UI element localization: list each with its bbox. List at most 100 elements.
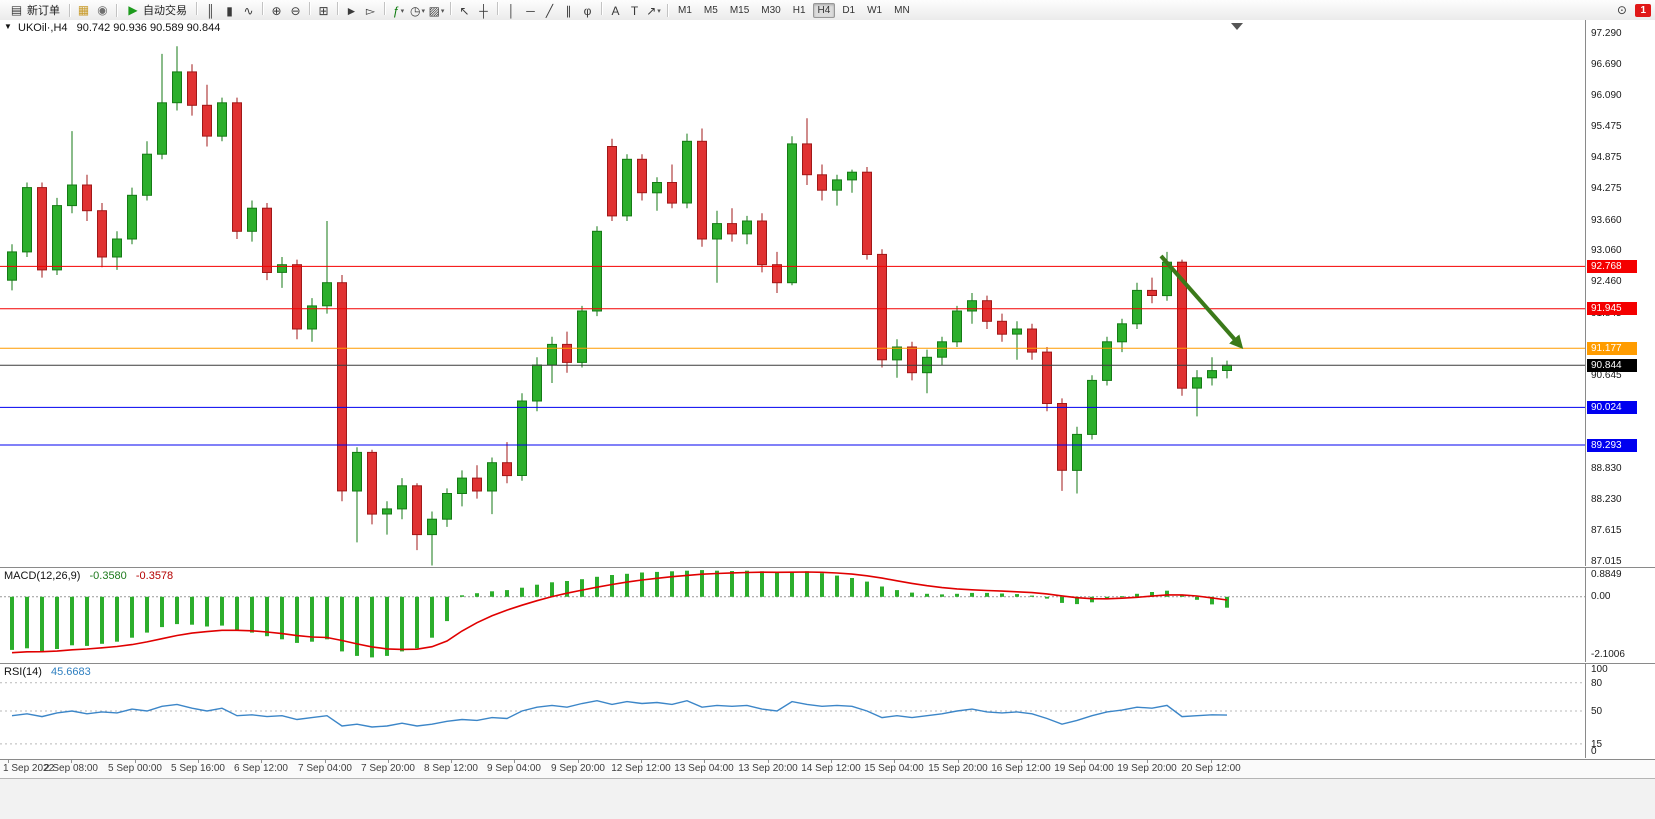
auto-trading-icon: ▶ (128, 3, 138, 17)
macd-value-main: -0.3580 (89, 570, 127, 582)
toolbar-separator (69, 3, 70, 17)
price-line-tag[interactable]: 90.024 (1587, 401, 1637, 414)
time-tick (388, 760, 389, 763)
price-axis-label: 96.090 (1591, 90, 1622, 101)
arrows-icon[interactable]: ↗ ▾ (646, 3, 661, 18)
macd-axis-label: 0.00 (1591, 591, 1611, 602)
timeframe-m1[interactable]: M1 (678, 4, 692, 16)
macd-plot[interactable]: MACD(12,26,9) -0.3580 -0.3578 (0, 568, 1586, 662)
time-axis-label: 8 Sep 12:00 (424, 763, 478, 774)
price-line-tag[interactable]: 91.177 (1587, 342, 1637, 355)
indicators-icon[interactable]: ƒ ▾ (392, 3, 405, 18)
macd-axis-label: -2.1006 (1591, 649, 1625, 660)
price-line-tag[interactable]: 89.293 (1587, 439, 1637, 452)
rsi-label: RSI(14) 45.6683 (4, 666, 91, 678)
timeframe-w1[interactable]: W1 (867, 4, 883, 16)
time-axis-label: 6 Sep 12:00 (234, 763, 288, 774)
vertical-line-icon[interactable]: │ (507, 3, 516, 18)
time-axis-label: 12 Sep 12:00 (611, 763, 671, 774)
time-axis-label: 19 Sep 04:00 (1054, 763, 1114, 774)
toolbar-group-main: ║ ▮ ∿ ⊕ ⊖ ⊞ ► ▻ ƒ ▾ ◷ ▾ ▨ ▾ ↖ ┼ │ ─ ╱ ∥ φ A T ↗ ▾ (192, 1, 663, 19)
price-axis[interactable]: 97.290 96.690 96.090 95.475 94.875 94.275 93.6… (1586, 20, 1655, 567)
price-line-tag[interactable]: 90.844 (1587, 359, 1637, 372)
rsi-axis[interactable]: 100 80 50 15 0 (1586, 664, 1655, 759)
time-axis-label: 7 Sep 04:00 (298, 763, 352, 774)
timeframe-m30[interactable]: M30 (761, 4, 781, 16)
price-line-tag[interactable]: 91.945 (1587, 302, 1637, 315)
main-chart-canvas[interactable] (0, 20, 1585, 566)
time-axis-label: 9 Sep 20:00 (551, 763, 605, 774)
price-axis-label: 87.015 (1591, 556, 1622, 567)
time-axis-label: 15 Sep 20:00 (928, 763, 988, 774)
rsi-axis-label: 15 (1591, 739, 1603, 750)
zoom-in-icon[interactable]: ⊕ (271, 3, 282, 18)
main-price-pane: ▼ UKOil·,H4 90.742 90.936 90.589 90.844 … (0, 20, 1655, 568)
periods-icon-caret: ▾ (421, 7, 425, 15)
new-order-button[interactable]: ▤ 新订单 (4, 1, 65, 19)
time-tick (1147, 760, 1148, 763)
zoom-out-icon[interactable]: ⊖ (290, 3, 301, 18)
time-axis-label: 13 Sep 04:00 (674, 763, 734, 774)
time-axis-label: 1 Sep 2022 (3, 763, 55, 774)
time-tick (135, 760, 136, 763)
timeframe-h1[interactable]: H1 (792, 4, 806, 16)
auto-trading-button[interactable]: ▶ 自动交易 (121, 1, 192, 19)
macd-canvas[interactable] (0, 568, 1585, 662)
time-axis-label: 19 Sep 20:00 (1117, 763, 1177, 774)
time-tick (514, 760, 515, 763)
time-axis-label: 9 Sep 04:00 (487, 763, 541, 774)
timeframe-m5[interactable]: M5 (703, 4, 718, 16)
chart-stack: ▼ UKOil·,H4 90.742 90.936 90.589 90.844 … (0, 20, 1655, 819)
arrows-icon-caret: ▾ (657, 7, 661, 15)
fibonacci-icon[interactable]: φ (583, 3, 592, 18)
timeframe-d1[interactable]: D1 (842, 4, 856, 16)
time-tick (641, 760, 642, 763)
rsi-plot[interactable]: RSI(14) 45.6683 (0, 664, 1586, 758)
price-axis-label: 94.275 (1591, 183, 1622, 194)
price-axis-label: 95.475 (1591, 121, 1622, 132)
macd-axis[interactable]: 0.8849 0.00 -2.1006 (1586, 568, 1655, 663)
cursor-icon[interactable]: ↖ (459, 3, 470, 18)
macd-pane: MACD(12,26,9) -0.3580 -0.3578 0.8849 0.00… (0, 568, 1655, 664)
line-chart-icon[interactable]: ∿ (243, 3, 254, 18)
charts-icon[interactable]: ▦ (77, 3, 90, 17)
macd-value-signal: -0.3578 (135, 570, 174, 582)
notification-badge[interactable]: 1 (1635, 3, 1651, 17)
timeframe-m15[interactable]: M15 (729, 4, 750, 16)
toolbar-separator (309, 1, 310, 15)
time-axis[interactable]: 1 Sep 2022 2 Sep 08:00 5 Sep 00:00 5 Sep 16… (0, 760, 1655, 779)
macd-name: MACD(12,26,9) (4, 570, 81, 582)
price-line-tag[interactable]: 92.768 (1587, 260, 1637, 273)
time-tick (261, 760, 262, 763)
chart-shift-marker[interactable] (1231, 23, 1243, 30)
time-axis-label: 5 Sep 16:00 (171, 763, 225, 774)
search-icon[interactable]: ⊙ (1616, 3, 1627, 17)
window-bottom-area (0, 779, 1655, 819)
annotation-arrow[interactable] (1159, 254, 1244, 350)
channel-icon[interactable]: ∥ (565, 3, 572, 18)
timeframe-group: M1 M5 M15 M30 H1 H4 D1 W1 MN (672, 2, 916, 18)
chart-shift-icon[interactable]: ▻ (365, 3, 376, 18)
chart-symbol-period: UKOil·,H4 (18, 22, 68, 34)
time-tick (1211, 760, 1212, 763)
candlestick-chart-icon[interactable]: ▮ (226, 3, 233, 18)
text-label-icon[interactable]: T (630, 3, 639, 18)
signals-icon[interactable]: ◉ (97, 3, 108, 17)
bar-chart-icon[interactable]: ║ (206, 3, 215, 18)
templates-icon[interactable]: ▨ ▾ (428, 3, 445, 18)
text-icon[interactable]: A (611, 3, 620, 18)
crosshair-icon[interactable]: ┼ (479, 3, 488, 18)
tile-windows-icon[interactable]: ⊞ (318, 3, 329, 18)
time-axis-label: 20 Sep 12:00 (1181, 763, 1241, 774)
rsi-canvas[interactable] (0, 664, 1585, 758)
timeframe-h4[interactable]: H4 (812, 2, 836, 18)
chart-ohlc: 90.742 90.936 90.589 90.844 (76, 22, 221, 34)
main-chart-plot[interactable]: ▼ UKOil·,H4 90.742 90.936 90.589 90.844 (0, 20, 1586, 566)
timeframe-mn[interactable]: MN (894, 4, 910, 16)
trendline-icon[interactable]: ╱ (545, 3, 554, 18)
one-click-trading-toggle[interactable]: ▼ (4, 22, 12, 31)
auto-scroll-icon[interactable]: ► (345, 3, 358, 18)
horizontal-line-icon[interactable]: ─ (526, 3, 535, 18)
periods-icon[interactable]: ◷ ▾ (410, 3, 425, 18)
